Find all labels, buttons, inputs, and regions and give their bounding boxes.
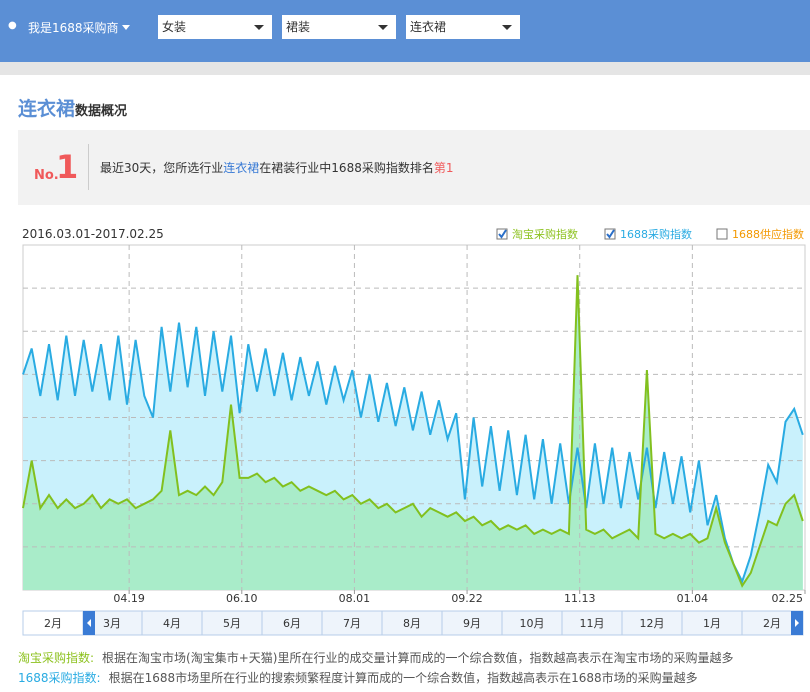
x-tick-label: 09.22 bbox=[451, 592, 483, 605]
range-label[interactable]: 9月 bbox=[463, 617, 481, 630]
range-label[interactable]: 1月 bbox=[703, 617, 721, 630]
range-label[interactable]: 2月 bbox=[44, 617, 62, 630]
x-tick-label: 02.25 bbox=[772, 592, 804, 605]
range-label[interactable]: 3月 bbox=[103, 617, 121, 630]
x-tick-label: 06.10 bbox=[226, 592, 258, 605]
legend-label[interactable]: 1688采购指数 bbox=[620, 227, 692, 241]
x-tick-label: 04.19 bbox=[113, 592, 145, 605]
legend-checkbox[interactable] bbox=[717, 229, 727, 239]
range-label[interactable]: 12月 bbox=[640, 617, 665, 630]
range-label[interactable]: 11月 bbox=[580, 617, 605, 630]
range-label[interactable]: 10月 bbox=[520, 617, 545, 630]
range-label[interactable]: 7月 bbox=[343, 617, 361, 630]
legend-label[interactable]: 淘宝采购指数 bbox=[512, 227, 578, 241]
range-label[interactable]: 4月 bbox=[163, 617, 181, 630]
range-label[interactable]: 2月 bbox=[763, 617, 781, 630]
range-label[interactable]: 6月 bbox=[283, 617, 301, 630]
x-tick-label: 11.13 bbox=[564, 592, 596, 605]
range-label[interactable]: 8月 bbox=[403, 617, 421, 630]
legend-label[interactable]: 1688供应指数 bbox=[732, 227, 804, 241]
x-tick-label: 08.01 bbox=[339, 592, 371, 605]
range-label[interactable]: 5月 bbox=[223, 617, 241, 630]
x-tick-label: 01.04 bbox=[677, 592, 709, 605]
